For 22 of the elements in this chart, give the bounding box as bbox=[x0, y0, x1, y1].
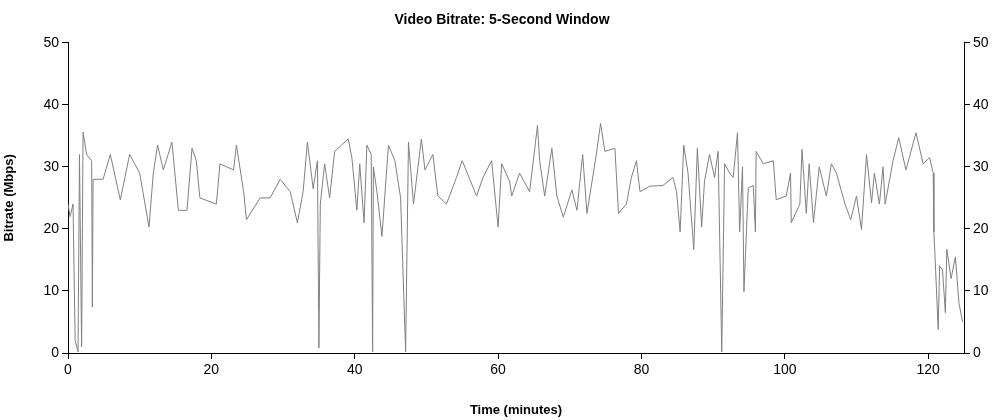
x-tick-label: 120 bbox=[916, 361, 941, 378]
y2-tick-label: 30 bbox=[973, 157, 989, 174]
x-tick-label: 60 bbox=[490, 361, 507, 378]
y2-tick-label: 10 bbox=[973, 281, 989, 298]
y-axis-title: Bitrate (Mbps) bbox=[1, 154, 17, 242]
x-axis-title: Time (minutes) bbox=[469, 401, 563, 417]
x-tick-label: 100 bbox=[773, 361, 797, 378]
y-tick-label: 0 bbox=[51, 343, 60, 360]
y2-tick-label: 20 bbox=[973, 219, 989, 236]
y-tick-label: 40 bbox=[43, 95, 60, 112]
y2-tick-label: 0 bbox=[973, 343, 981, 360]
x-tick-label: 20 bbox=[203, 361, 220, 378]
x-tick-label: 40 bbox=[346, 361, 363, 378]
x-tick-label: 80 bbox=[633, 361, 650, 378]
y-tick-label: 20 bbox=[43, 219, 60, 236]
y-tick-label: 30 bbox=[43, 157, 60, 174]
x-tick-label: 0 bbox=[64, 361, 73, 378]
y2-tick-label: 50 bbox=[973, 33, 989, 50]
y2-tick-label: 40 bbox=[973, 95, 989, 112]
y-tick-label: 50 bbox=[43, 33, 60, 50]
y-tick-label: 10 bbox=[43, 281, 60, 298]
chart-title: Video Bitrate: 5-Second Window bbox=[394, 11, 610, 28]
